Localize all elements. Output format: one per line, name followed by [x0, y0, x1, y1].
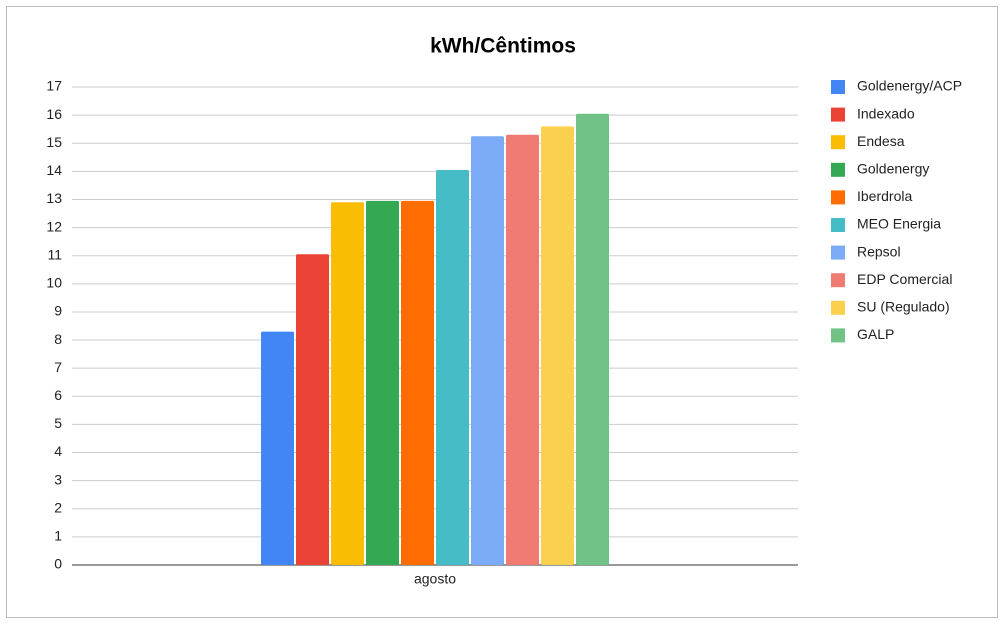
- bar: [576, 113, 609, 565]
- legend-label: SU (Regulado): [857, 299, 950, 315]
- y-tick-label: 8: [54, 331, 62, 347]
- x-tick-label: agosto: [414, 571, 456, 587]
- legend-swatch: [831, 107, 845, 122]
- y-tick-label: 2: [54, 499, 62, 515]
- legend-label: Iberdrola: [857, 188, 912, 204]
- legend-swatch: [831, 218, 845, 232]
- y-tick-label: 13: [46, 190, 62, 206]
- y-tick-label: 17: [46, 78, 62, 94]
- bar: [541, 126, 574, 565]
- legend-swatch: [831, 135, 845, 150]
- legend-label: Indexado: [857, 105, 915, 121]
- chart-title: kWh/Cêntimos: [430, 35, 576, 58]
- y-tick-label: 6: [54, 387, 62, 403]
- bar: [471, 136, 504, 566]
- y-tick-label: 16: [46, 106, 62, 122]
- legend-label: GALP: [857, 326, 894, 342]
- legend-swatch: [831, 273, 845, 288]
- y-tick-label: 1: [54, 528, 62, 544]
- bar: [401, 200, 434, 565]
- legend-swatch: [831, 245, 845, 260]
- y-tick-label: 10: [46, 275, 62, 291]
- y-tick-label: 11: [47, 246, 62, 262]
- bar: [436, 169, 469, 565]
- y-tick-label: 4: [54, 443, 62, 459]
- legend-swatch: [831, 328, 845, 343]
- legend-swatch: [831, 190, 845, 205]
- legend-swatch: [831, 80, 845, 94]
- y-tick-label: 12: [46, 218, 62, 234]
- legend-label: Goldenergy: [857, 161, 929, 177]
- bar: [296, 254, 329, 566]
- legend-label: Endesa: [857, 133, 905, 149]
- legend-label: MEO Energia: [857, 216, 941, 232]
- bar: [506, 134, 539, 566]
- legend-label: Repsol: [857, 243, 901, 259]
- y-tick-label: 7: [54, 359, 62, 375]
- y-tick-label: 0: [54, 556, 62, 572]
- legend-label: Goldenergy/ACP: [857, 78, 962, 94]
- bar: [366, 200, 399, 565]
- legend-label: EDP Comercial: [857, 271, 952, 287]
- y-tick-label: 5: [54, 415, 62, 431]
- y-tick-label: 9: [54, 303, 62, 319]
- bar: [331, 202, 364, 565]
- legend-swatch: [831, 300, 845, 315]
- bar: [261, 331, 294, 565]
- legend-swatch: [831, 162, 845, 177]
- y-tick-label: 14: [46, 162, 62, 178]
- y-tick-label: 15: [46, 134, 62, 150]
- y-tick-label: 3: [54, 471, 62, 487]
